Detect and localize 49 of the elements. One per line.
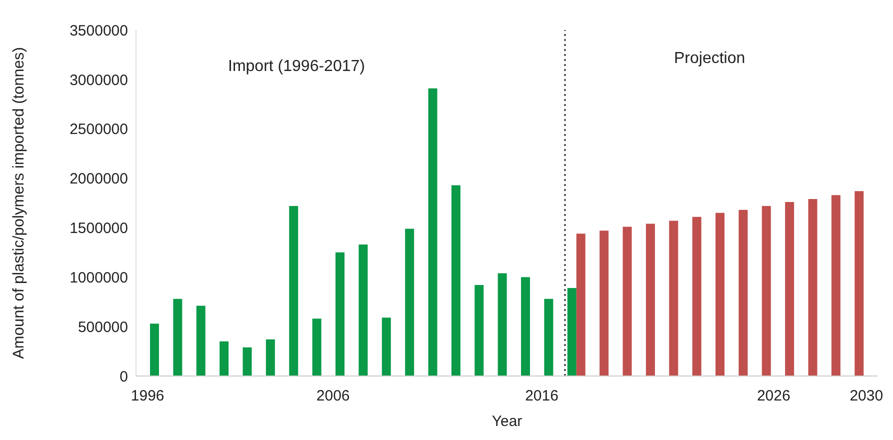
bar <box>622 226 632 376</box>
bar <box>289 206 298 376</box>
x-tick-label: 1996 <box>130 388 164 405</box>
bar <box>567 288 576 376</box>
annotation: Import (1996-2017) <box>228 58 365 76</box>
bar <box>831 195 840 376</box>
bar <box>716 212 724 376</box>
y-tick-label: 500000 <box>78 318 128 336</box>
bar <box>405 228 414 376</box>
bar <box>669 220 678 376</box>
bar <box>336 252 344 376</box>
y-tick-label: 2500000 <box>70 121 128 138</box>
bar <box>762 206 771 376</box>
bar <box>220 341 229 376</box>
bar <box>785 202 794 376</box>
bar <box>521 277 530 376</box>
y-tick-label: 3000000 <box>70 72 128 89</box>
bar <box>428 88 438 376</box>
bar <box>808 199 818 376</box>
bar <box>266 339 275 376</box>
y-tick-label: 1000000 <box>70 269 128 286</box>
bar <box>451 185 460 376</box>
bar <box>196 306 206 376</box>
bar <box>600 230 609 376</box>
bar <box>498 273 507 376</box>
bar <box>738 210 748 376</box>
bar <box>576 234 586 376</box>
bar <box>692 216 702 376</box>
bar <box>150 324 159 376</box>
y-tick-label: 3500000 <box>70 22 128 40</box>
bar <box>242 347 252 376</box>
bar <box>312 318 322 376</box>
y-axis-title: Amount of plastic/polymers imported (tonnes) <box>10 47 28 359</box>
x-axis-title: Year <box>492 413 522 430</box>
bar <box>382 318 391 376</box>
x-tick-label: 2006 <box>316 388 350 405</box>
bar <box>646 224 655 376</box>
bar <box>173 298 182 376</box>
x-tick-label: 2030 <box>850 388 884 405</box>
bar <box>854 191 864 376</box>
y-tick-label: 2000000 <box>70 170 128 188</box>
y-tick-label: 0 <box>120 368 128 386</box>
x-tick-label: 2016 <box>525 388 558 405</box>
bar <box>474 285 484 376</box>
x-tick-label: 2026 <box>756 388 790 405</box>
y-tick-label: 1500000 <box>70 220 128 238</box>
bar <box>358 244 368 376</box>
annotation: Projection <box>674 50 746 68</box>
bar <box>544 298 554 376</box>
